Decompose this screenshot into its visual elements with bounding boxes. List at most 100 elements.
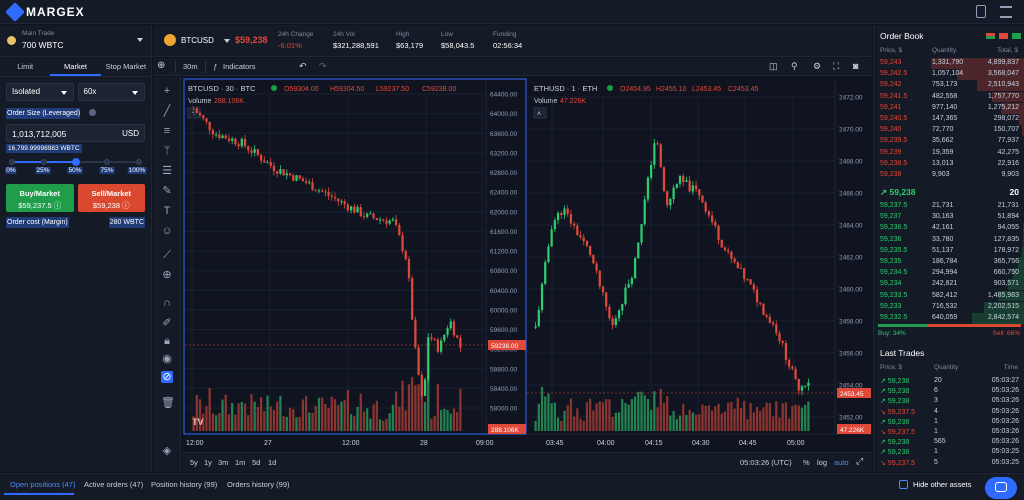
slider-stop[interactable]	[104, 159, 111, 165]
ask-row[interactable]: 59,238 9,903 9,903	[874, 170, 1024, 181]
slider-stop[interactable]	[9, 159, 15, 165]
magnet-icon[interactable]: ∩	[163, 297, 171, 309]
indicators-button[interactable]: Indicators	[223, 62, 256, 71]
fullscreen-icon[interactable]: ⛶	[833, 61, 840, 71]
settings-sliders-icon[interactable]	[1000, 6, 1012, 18]
ask-row[interactable]: 59,239 19,359 42,275	[874, 148, 1024, 159]
tab-open-positions[interactable]: Open positions (47)	[10, 480, 76, 489]
charts-canvas[interactable]: BTCUSD · 30 · BTC O59304.00 H59304.50 L5…	[182, 77, 872, 452]
add-symbol-icon[interactable]: ⊕	[157, 60, 166, 71]
ask-row[interactable]: 59,243 1,331,790 4,899,837	[874, 58, 1024, 69]
trade-price: 59,237.5	[887, 429, 916, 436]
ask-row[interactable]: 59,238.5 13,013 22,916	[874, 159, 1024, 170]
brand-logo[interactable]: MARGEX	[5, 2, 85, 22]
horizontal-lines-icon[interactable]: ≡	[163, 125, 171, 137]
auto-toggle[interactable]: auto	[834, 458, 849, 467]
range-5y[interactable]: 5y	[190, 458, 198, 467]
link-icon[interactable]: ⊘	[161, 371, 173, 383]
expand-icon[interactable]: ⤢	[856, 456, 864, 466]
slider-handle[interactable]	[71, 158, 80, 166]
ruler-icon[interactable]: ⟋	[163, 249, 171, 261]
fib-icon[interactable]: ☰	[162, 165, 172, 177]
book-view-asks-icon[interactable]	[999, 33, 1008, 39]
volume-bar	[797, 405, 800, 431]
leverage-select[interactable]: 60x	[77, 83, 145, 101]
tab-active-orders[interactable]: Active orders (47)	[84, 480, 144, 489]
tab-limit[interactable]: Limit	[17, 62, 34, 71]
bid-row[interactable]: 59,234 242,821 903,571	[874, 279, 1024, 291]
bid-row[interactable]: 59,237.5 21,731 21,731	[874, 201, 1024, 212]
percent-toggle[interactable]: %	[803, 458, 810, 467]
undo-icon[interactable]: ↶	[299, 61, 307, 71]
ask-row[interactable]: 59,242.5 1,057,104 3,568,047	[874, 69, 1024, 80]
slider-stop[interactable]	[136, 159, 142, 165]
margin-mode-select[interactable]: Isolated	[6, 83, 74, 101]
bid-row[interactable]: 59,235.5 51,137 178,972	[874, 245, 1024, 257]
candle-body	[259, 155, 263, 161]
account-selector[interactable]: Main Trade 700 WBTC	[0, 25, 151, 57]
brush-icon[interactable]: ✎	[162, 185, 172, 197]
bid-row[interactable]: 59,233 716,532 2,202,515	[874, 301, 1024, 313]
bid-row[interactable]: 59,233.5 582,412 1,485,983	[874, 290, 1024, 302]
range-1d[interactable]: 1d	[268, 458, 277, 467]
redo-icon[interactable]: ↷	[319, 61, 327, 71]
range-5d[interactable]: 5d	[252, 458, 261, 467]
text-icon[interactable]: T	[163, 205, 171, 217]
tab-market[interactable]: Market	[50, 57, 101, 76]
chevron-down-icon[interactable]	[224, 39, 230, 43]
crosshair-icon[interactable]: +	[163, 85, 171, 97]
chat-button[interactable]	[985, 477, 1017, 499]
emoji-icon[interactable]: ☺	[161, 225, 173, 237]
indicators-icon[interactable]: ƒ	[213, 62, 218, 71]
ask-row[interactable]: 59,242 753,173 2,510,943	[874, 80, 1024, 92]
bid-row[interactable]: 59,236 33,780 127,835	[874, 234, 1024, 246]
chart-clock[interactable]: 05:03:26 (UTC)	[740, 458, 792, 467]
range-1m[interactable]: 1m	[235, 458, 246, 467]
stay-in-drawing-icon[interactable]: ✐	[162, 317, 172, 329]
tab-orders-history[interactable]: Orders history (99)	[227, 480, 290, 489]
interval-selector[interactable]: 30m	[183, 62, 198, 71]
zoom-in-icon[interactable]: ⊕	[162, 269, 172, 281]
order-size-input[interactable]: 1,013,712,005 USD	[6, 124, 145, 142]
ask-row[interactable]: 59,239.5 35,662 77,937	[874, 136, 1024, 148]
layers-icon[interactable]: ◈	[162, 445, 172, 457]
info-icon[interactable]	[89, 109, 97, 117]
ask-row[interactable]: 59,241 977,140 1,275,212	[874, 102, 1024, 114]
volume-bar	[366, 408, 369, 431]
size-slider[interactable]	[9, 158, 142, 166]
pitchfork-icon[interactable]: ᛘ	[163, 145, 171, 157]
ask-row[interactable]: 59,241.5 482,558 1,757,770	[874, 91, 1024, 103]
search-icon[interactable]: ⚲	[791, 61, 798, 71]
bid-row[interactable]: 59,237 30,163 51,894	[874, 212, 1024, 223]
bid-row[interactable]: 59,235 186,784 365,756	[874, 257, 1024, 268]
ask-row[interactable]: 59,240 72,770 150,707	[874, 125, 1024, 136]
volume-bar	[730, 401, 733, 431]
chart-area[interactable]: BTCUSD · 30 · BTC O59304.00 H59304.50 L5…	[182, 77, 872, 452]
range-1y[interactable]: 1y	[204, 458, 212, 467]
bid-row[interactable]: 59,234.5 294,994 660,750	[874, 268, 1024, 279]
bid-row[interactable]: 59,236.5 42,161 94,055	[874, 223, 1024, 235]
symbol-selector[interactable]: BTCUSD	[181, 36, 214, 45]
gear-icon[interactable]: ⚙	[813, 61, 822, 71]
eye-icon[interactable]: ◉	[162, 353, 172, 365]
range-3m[interactable]: 3m	[218, 458, 229, 467]
log-toggle[interactable]: log	[817, 458, 828, 467]
slider-stop[interactable]	[40, 159, 47, 165]
tab-position-history[interactable]: Position history (99)	[151, 480, 218, 489]
ask-row[interactable]: 59,240.5 147,365 298,072	[874, 114, 1024, 125]
chevron-up-icon: ˄	[191, 111, 195, 118]
trade-qty: 1	[934, 448, 938, 456]
tab-stop-market[interactable]: Stop Market	[105, 62, 147, 71]
layout-icon[interactable]: ◫	[769, 61, 778, 71]
book-view-both-icon[interactable]	[986, 33, 995, 39]
camera-icon[interactable]: ◙	[853, 61, 859, 71]
buy-market-button[interactable]: Buy/Market $59,237.5 ⓘ	[6, 184, 74, 212]
book-view-bids-icon[interactable]	[1012, 33, 1021, 39]
hide-other-assets-checkbox[interactable]	[899, 480, 908, 489]
trend-line-icon[interactable]: ╱	[163, 105, 171, 117]
mobile-icon[interactable]	[976, 5, 986, 18]
trash-icon[interactable]: 🗑︎	[161, 397, 175, 409]
bid-row[interactable]: 59,232.5 640,059 2,842,574	[874, 313, 1024, 324]
sell-market-button[interactable]: Sell/Market $59,238 ⓘ	[77, 184, 145, 212]
lock-icon[interactable]: 🔒︎	[164, 335, 170, 347]
